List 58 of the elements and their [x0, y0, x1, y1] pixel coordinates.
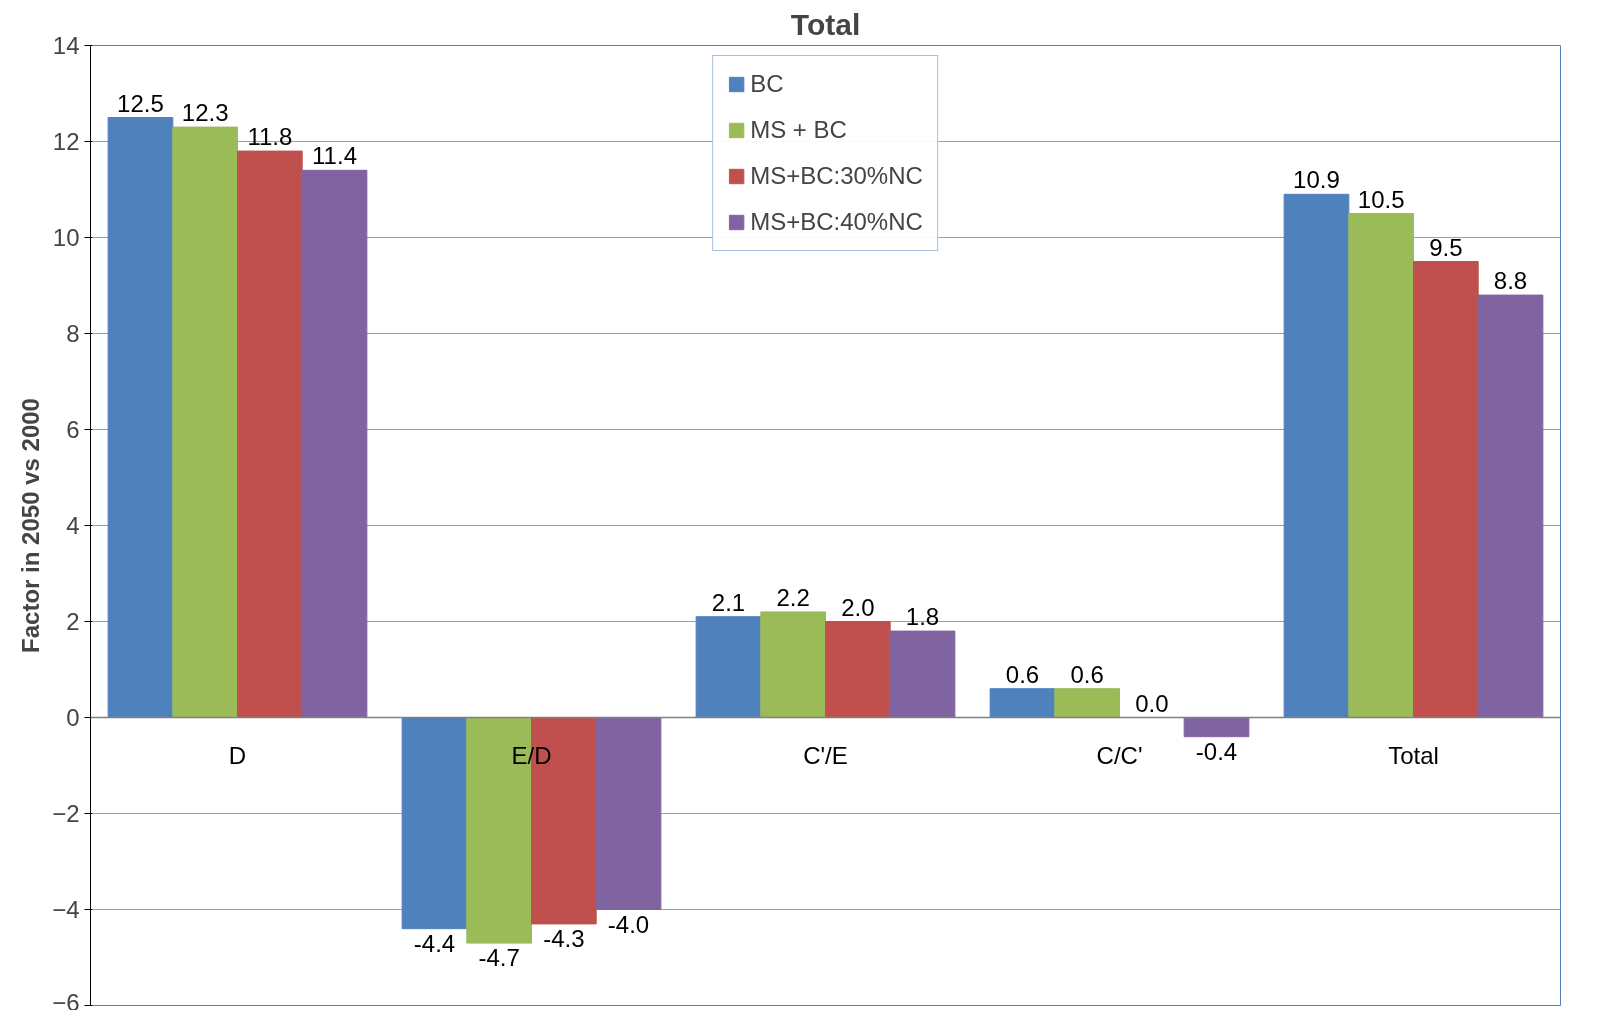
- data-label: 0.6: [1005, 660, 1040, 688]
- data-label: -4.7: [478, 944, 520, 972]
- data-label: 2.1: [711, 588, 746, 616]
- data-label: 11.8: [247, 123, 293, 151]
- y-tick-label: 4: [66, 512, 80, 539]
- y-tick-label: −2: [52, 800, 80, 827]
- bar: [237, 150, 303, 718]
- legend-label: MS+BC:40%NC: [750, 208, 923, 236]
- bar: [172, 126, 238, 718]
- data-label: -4.0: [607, 910, 650, 938]
- bar: [825, 621, 891, 718]
- bar: [989, 688, 1056, 718]
- bar: [695, 616, 762, 718]
- bar: [1283, 193, 1350, 718]
- data-label: 10.5: [1357, 185, 1405, 213]
- data-label: 8.8: [1493, 267, 1528, 295]
- legend-label: MS+BC:30%NC: [750, 162, 923, 190]
- y-tick-label: 14: [52, 32, 80, 59]
- bar: [1348, 213, 1414, 718]
- bar: [301, 169, 368, 718]
- legend-label: BC: [750, 70, 784, 98]
- y-tick-label: 0: [66, 704, 80, 731]
- y-tick-label: 6: [66, 416, 80, 443]
- data-label: 12.3: [181, 99, 229, 127]
- bar: [1183, 717, 1250, 738]
- data-label: 12.5: [117, 89, 164, 117]
- y-tick-label: 10: [52, 224, 80, 251]
- legend-label: MS + BC: [750, 116, 847, 144]
- bar: [595, 717, 662, 910]
- data-label: -4.3: [543, 924, 585, 952]
- data-label: 0.6: [1070, 660, 1104, 688]
- data-label: 2.2: [776, 583, 810, 611]
- y-tick-label: 12: [52, 128, 80, 155]
- bar: [107, 117, 174, 718]
- bar: [889, 630, 956, 718]
- data-label: -4.4: [413, 929, 456, 957]
- data-label: 1.8: [905, 603, 940, 631]
- bar: [401, 717, 468, 930]
- chart-title: Total: [790, 7, 861, 41]
- data-label: 0.0: [1135, 689, 1169, 717]
- y-tick-label: 8: [66, 320, 80, 347]
- bar: [760, 611, 826, 718]
- y-tick-label: 2: [66, 608, 80, 635]
- bar: [1413, 261, 1479, 718]
- bar: [1054, 688, 1120, 718]
- data-label: 9.5: [1429, 233, 1463, 261]
- y-axis-title: Factor in 2050 vs 2000: [17, 398, 45, 653]
- x-tick-label: Total: [1388, 741, 1439, 769]
- x-tick-label: C'/E: [803, 741, 848, 769]
- data-label: 11.4: [312, 142, 357, 170]
- data-label: 2.0: [841, 593, 875, 621]
- y-tick-label: −6: [52, 988, 80, 1016]
- data-label: 10.9: [1293, 166, 1340, 194]
- data-label: -0.4: [1195, 737, 1238, 765]
- y-tick-label: −4: [52, 896, 80, 923]
- x-tick-label: D: [228, 741, 247, 769]
- x-tick-label: C/C': [1096, 741, 1143, 769]
- bar: [1477, 294, 1544, 718]
